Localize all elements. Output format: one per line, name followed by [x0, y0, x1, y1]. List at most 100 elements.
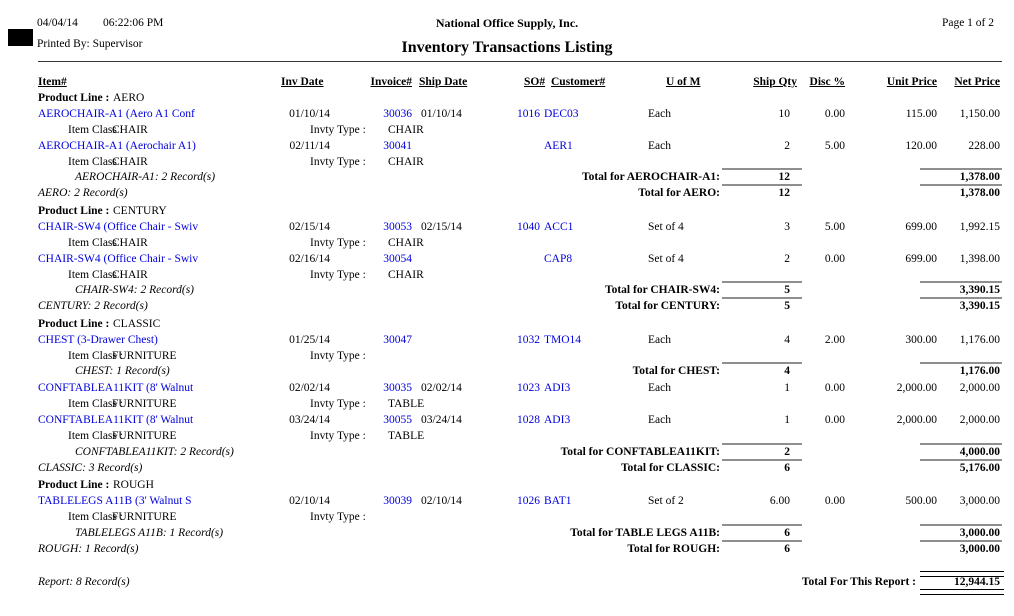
col-customer: Customer#	[551, 76, 606, 88]
item-link[interactable]: TABLELEGS A11B (3' Walnut S	[38, 495, 192, 507]
invty-type-label: Invty Type :	[310, 156, 366, 168]
invty-type-label: Invty Type :	[310, 269, 366, 281]
disc-pct: 5.00	[824, 221, 845, 233]
item-total-label: Total for CHEST:	[632, 365, 720, 377]
invoice-link[interactable]: 30041	[383, 140, 412, 152]
item-class-label: Item Class :	[68, 269, 123, 281]
customer-link[interactable]: AER1	[544, 140, 573, 152]
item-link[interactable]: CHAIR-SW4 (Office Chair - Swiv	[38, 221, 199, 233]
so-link[interactable]: 1023	[517, 382, 540, 394]
col-ship-qty: Ship Qty	[753, 76, 797, 88]
inv-date: 02/10/14	[289, 495, 330, 507]
uom: Each	[648, 414, 671, 426]
item-link[interactable]: AEROCHAIR-A1 (Aero A1 Conf	[38, 108, 195, 120]
invty-type-value: CHAIR	[388, 124, 424, 136]
unit-price: 2,000.00	[896, 382, 937, 394]
report-footer-row: Report: 8 Record(s) Total For This Repor…	[0, 571, 1014, 595]
customer-link[interactable]: ACC1	[544, 221, 574, 233]
item-class-value: FURNITURE	[112, 350, 177, 362]
so-link[interactable]: 1028	[517, 414, 540, 426]
col-item: Item#	[38, 76, 67, 88]
invoice-link[interactable]: 30053	[383, 221, 412, 233]
line-record-count: ROUGH: 1 Record(s)	[38, 543, 139, 555]
item-class-label: Item Class :	[68, 350, 123, 362]
disc-pct: 0.00	[824, 495, 845, 507]
col-uom: U of M	[666, 76, 701, 88]
customer-link[interactable]: CAP8	[544, 253, 573, 265]
col-so: SO#	[524, 76, 546, 88]
disc-pct: 0.00	[824, 108, 845, 120]
transaction-row: AEROCHAIR-A1 (Aero A1 Conf 01/10/14 3003…	[0, 108, 1014, 123]
customer-link[interactable]: DEC03	[544, 108, 579, 120]
invoice-link[interactable]: 30035	[383, 382, 412, 394]
col-unit-price: Unit Price	[886, 76, 937, 88]
unit-price: 699.00	[905, 253, 937, 265]
item-link[interactable]: CONFTABLEA11KIT (8' Walnut	[38, 382, 194, 394]
invty-type-value: TABLE	[388, 398, 425, 410]
item-class-row: Item Class : FURNITURE Invty Type :	[0, 350, 1014, 365]
line-total-label: Total for AERO:	[638, 187, 720, 199]
line-total-label: Total for CENTURY:	[615, 300, 720, 312]
customer-link[interactable]: BAT1	[544, 495, 572, 507]
net-price: 3,000.00	[959, 495, 1000, 507]
customer-link[interactable]: ADI3	[544, 382, 571, 394]
so-link[interactable]: 1016	[517, 108, 540, 120]
uom: Set of 4	[648, 253, 684, 265]
invoice-link[interactable]: 30055	[383, 414, 412, 426]
net-price: 1,992.15	[959, 221, 1000, 233]
inv-date: 02/15/14	[289, 221, 330, 233]
total-net: 3,390.15	[959, 284, 1000, 296]
disc-pct: 2.00	[824, 334, 845, 346]
report-date: 04/04/14	[37, 17, 78, 29]
total-rule	[920, 281, 1002, 283]
product-line-label: Product Line :	[38, 318, 110, 330]
invoice-link[interactable]: 30047	[383, 334, 412, 346]
item-link[interactable]: AEROCHAIR-A1 (Aerochair A1)	[38, 140, 196, 152]
product-line-header: Product Line : ROUGH	[0, 479, 1014, 494]
transaction-row: CHAIR-SW4 (Office Chair - Swiv 02/16/14 …	[0, 253, 1014, 268]
total-qty: 12	[778, 171, 791, 183]
report-total-label: Total For This Report :	[801, 576, 916, 588]
total-net: 3,000.00	[959, 543, 1000, 555]
item-link[interactable]: CONFTABLEA11KIT (8' Walnut	[38, 414, 194, 426]
invoice-link[interactable]: 30036	[383, 108, 412, 120]
total-rule	[722, 184, 802, 186]
item-total-label: Total for CHAIR-SW4:	[604, 284, 720, 296]
item-link[interactable]: CHAIR-SW4 (Office Chair - Swiv	[38, 253, 199, 265]
col-invoice: Invoice#	[370, 76, 412, 88]
unit-price: 2,000.00	[896, 414, 937, 426]
total-qty: 6	[784, 527, 790, 539]
invty-type-label: Invty Type :	[310, 398, 366, 410]
item-total-row: TABLELEGS A11B: 1 Record(s) Total for TA…	[0, 524, 1014, 542]
invoice-link[interactable]: 30039	[383, 495, 412, 507]
customer-link[interactable]: TMO14	[544, 334, 582, 346]
product-line-label: Product Line :	[38, 205, 110, 217]
item-link[interactable]: CHEST (3-Drawer Chest)	[38, 334, 158, 346]
so-link[interactable]: 1026	[517, 495, 540, 507]
item-total-label: Total for CONFTABLEA11KIT:	[560, 446, 720, 458]
ship-date: 02/15/14	[421, 221, 462, 233]
report-time: 06:22:06 PM	[103, 17, 164, 29]
item-class-value: CHAIR	[112, 269, 148, 281]
item-total-row: CHAIR-SW4: 2 Record(s) Total for CHAIR-S…	[0, 281, 1014, 299]
ship-date: 01/10/14	[421, 108, 462, 120]
total-qty: 2	[784, 446, 790, 458]
invty-type-value: CHAIR	[388, 237, 424, 249]
net-price: 1,176.00	[959, 334, 1000, 346]
inv-date: 03/24/14	[289, 414, 330, 426]
so-link[interactable]: 1032	[517, 334, 540, 346]
total-rule	[722, 362, 802, 364]
item-record-count: CONFTABLEA11KIT: 2 Record(s)	[75, 446, 234, 458]
ship-qty: 1	[784, 382, 790, 394]
line-total-label: Total for CLASSIC:	[620, 462, 720, 474]
item-class-row: Item Class : CHAIR Invty Type : CHAIR	[0, 124, 1014, 139]
product-line-header: Product Line : CENTURY	[0, 205, 1014, 220]
so-link[interactable]: 1040	[517, 221, 540, 233]
total-qty: 4	[784, 365, 790, 377]
item-class-row: Item Class : FURNITURE Invty Type :	[0, 511, 1014, 526]
invoice-link[interactable]: 30054	[383, 253, 412, 265]
item-class-row: Item Class : CHAIR Invty Type : CHAIR	[0, 237, 1014, 252]
item-class-value: CHAIR	[112, 156, 148, 168]
customer-link[interactable]: ADI3	[544, 414, 571, 426]
total-rule	[722, 459, 802, 461]
